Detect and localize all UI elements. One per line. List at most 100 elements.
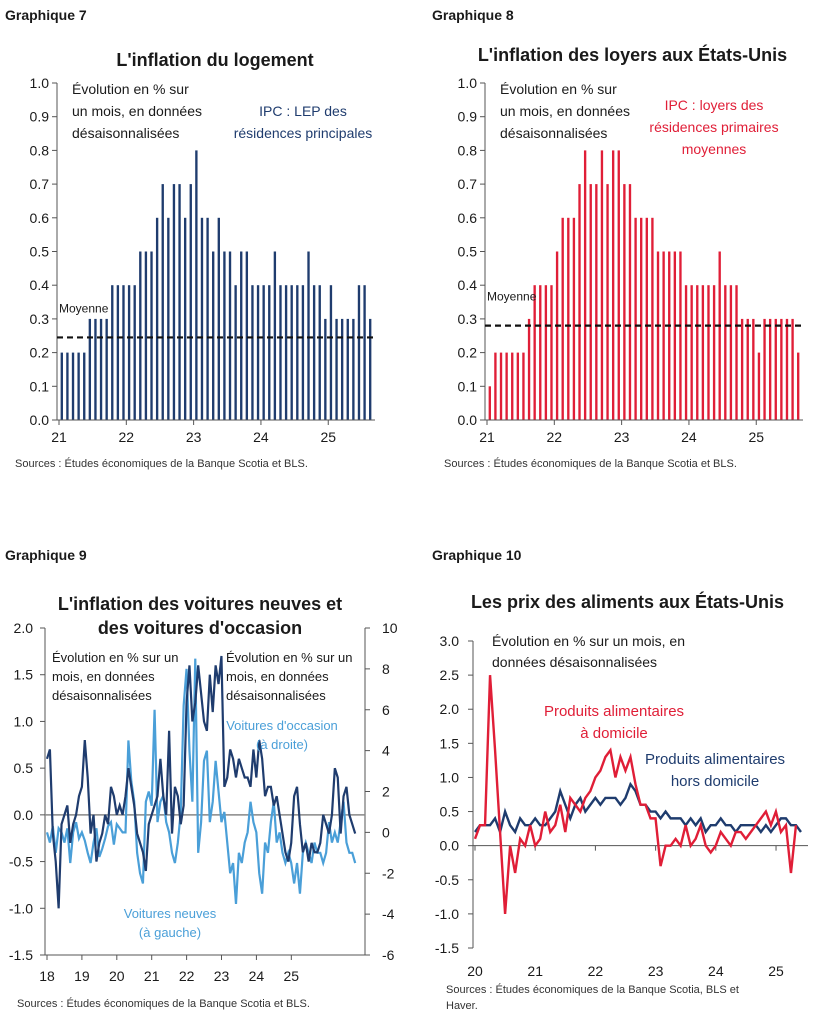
bar [161, 184, 164, 420]
bar [583, 150, 587, 420]
bar [83, 352, 86, 420]
x-tick-label: 25 [320, 429, 336, 445]
bar [262, 285, 265, 420]
y-tick-label: 0.9 [458, 109, 478, 125]
y-tick-label-right: -2 [382, 865, 395, 881]
x-tick-label: 22 [588, 963, 604, 979]
y-tick-label: 3.0 [440, 633, 460, 649]
axis-note: Évolution en % sur [500, 81, 617, 97]
y-tick-label: 0.1 [30, 378, 50, 394]
bar [488, 386, 491, 420]
bar [628, 184, 632, 420]
bar [150, 251, 153, 420]
bar [167, 217, 170, 420]
bar [340, 318, 344, 420]
chart-title: L'inflation des loyers aux États-Unis [477, 45, 788, 65]
bar [718, 251, 721, 420]
x-tick-label: 24 [253, 429, 269, 445]
y-tick-label-right: 2 [382, 784, 390, 800]
source-note: Sources : Études économiques de la Banqu… [446, 982, 739, 1014]
axis-note-left: Évolution en % sur un [52, 650, 178, 665]
series-label: IPC : LEP des [259, 103, 347, 119]
y-tick-label-right: 4 [382, 743, 390, 759]
bar [99, 318, 103, 420]
y-tick-label: 1.0 [30, 75, 50, 91]
bar [623, 184, 626, 420]
y-tick-label: 0.4 [458, 277, 478, 293]
bar [284, 285, 288, 420]
bar [172, 184, 176, 420]
x-tick-label: 24 [681, 429, 697, 445]
bar [522, 352, 525, 420]
x-tick-label: 19 [74, 968, 90, 984]
bar [363, 285, 366, 420]
axis-note: un mois, en données [72, 103, 202, 119]
bar [290, 285, 293, 420]
bar [533, 285, 536, 420]
y-tick-label: 1.5 [440, 735, 460, 751]
bar [544, 285, 548, 420]
x-tick-label: 20 [109, 968, 125, 984]
y-tick-label: 0.0 [30, 412, 50, 428]
bar [155, 217, 159, 420]
chart-title: L'inflation des voitures neuves et des v… [20, 592, 380, 640]
bar [768, 318, 772, 420]
bar [791, 318, 794, 420]
bar [268, 285, 271, 420]
bar [785, 318, 789, 420]
source-note: Sources : Études économiques de la Banqu… [15, 458, 308, 470]
bar [223, 251, 226, 420]
bar [206, 217, 209, 420]
bar [589, 184, 592, 420]
y-tick-label: 2.0 [440, 701, 460, 717]
axis-note-right: mois, en données [226, 669, 329, 684]
bar [133, 285, 136, 420]
bar [511, 352, 514, 420]
bar [94, 318, 97, 420]
bar [578, 184, 581, 420]
bar [60, 352, 63, 420]
x-tick-label: 21 [479, 429, 495, 445]
bar [122, 285, 125, 420]
x-tick-label: 18 [39, 968, 55, 984]
y-tick-label-right: 8 [382, 661, 390, 677]
y-tick-label-left: 0.5 [14, 760, 34, 776]
source-note: Sources : Études économiques de la Banqu… [17, 998, 310, 1010]
bar [111, 285, 114, 420]
y-tick-label: -1.5 [435, 940, 459, 956]
series-label: IPC : loyers des [665, 97, 764, 113]
bar [752, 318, 755, 420]
bar [256, 285, 260, 420]
x-tick-label: 23 [186, 429, 202, 445]
y-tick-label: 0.7 [458, 176, 478, 192]
bar [690, 285, 693, 420]
y-tick-label-left: 1.5 [14, 667, 34, 683]
bar [673, 251, 677, 420]
line-new-cars [45, 655, 357, 909]
y-tick-label-right: -6 [382, 947, 395, 963]
chart-title: L'inflation du logement [116, 50, 314, 70]
y-tick-label: 0.3 [458, 311, 478, 327]
bar [88, 318, 92, 420]
y-tick-label: 0.7 [30, 176, 50, 192]
source-line-2: Haver. [446, 1000, 478, 1012]
y-tick-label: 0.2 [30, 345, 50, 361]
y-tick-label-left: -1.5 [9, 947, 33, 963]
bar [724, 285, 727, 420]
y-tick-label-left: -1.0 [9, 900, 33, 916]
bar [735, 285, 738, 420]
bar [634, 217, 637, 420]
axis-note: désaisonnalisées [72, 125, 179, 141]
y-tick-label: 0.8 [30, 142, 50, 158]
bar [71, 352, 75, 420]
bar [307, 251, 310, 420]
x-tick-label: 25 [748, 429, 764, 445]
bar [245, 251, 249, 420]
bar [539, 285, 542, 420]
x-tick-label: 24 [708, 963, 724, 979]
bar [595, 184, 598, 420]
y-tick-label: -0.5 [435, 872, 459, 888]
y-tick-label-right: 10 [382, 620, 398, 636]
y-tick-label: 0.9 [30, 109, 50, 125]
x-tick-label: 20 [467, 963, 483, 979]
